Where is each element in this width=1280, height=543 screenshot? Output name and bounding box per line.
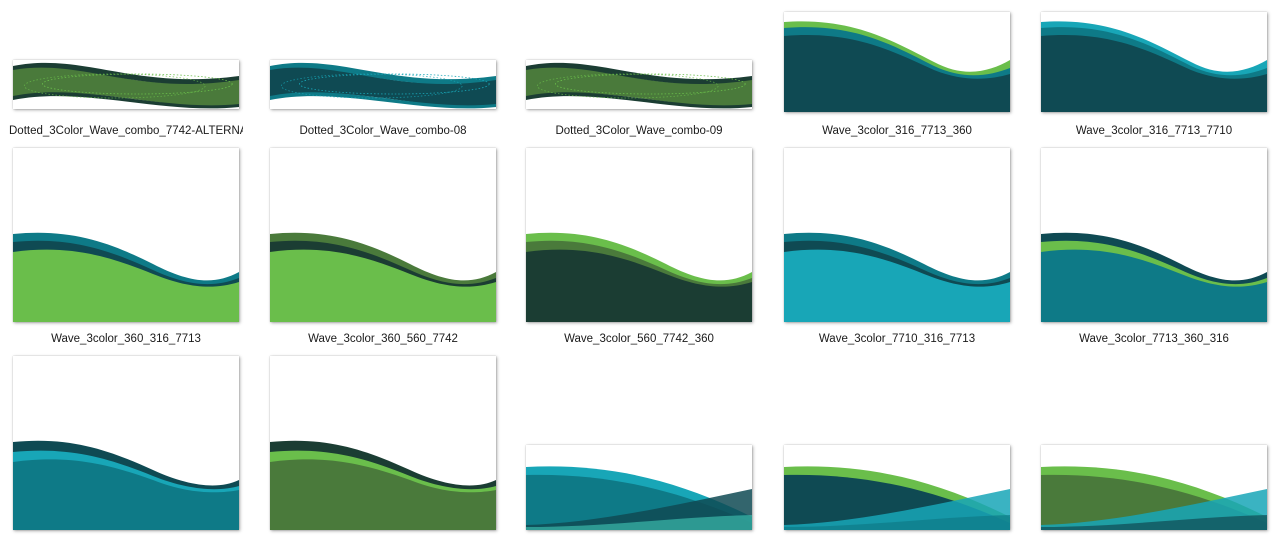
wave-graphic-preview bbox=[784, 466, 1010, 530]
file-thumbnail[interactable] bbox=[526, 445, 752, 530]
file-thumbnail[interactable] bbox=[784, 445, 1010, 530]
file-thumbnail[interactable] bbox=[13, 148, 239, 322]
file-thumbnail[interactable] bbox=[526, 148, 752, 322]
file-name-label[interactable]: Wave_3color_360_560_7742 bbox=[308, 333, 458, 345]
file-thumbnail[interactable] bbox=[526, 60, 752, 109]
wave-graphic-preview bbox=[784, 232, 1010, 322]
wave-graphic-preview bbox=[270, 440, 496, 530]
file-name-label[interactable]: Wave_3color_560_7742_360 bbox=[564, 333, 714, 345]
file-thumbnail[interactable] bbox=[1041, 12, 1267, 112]
file-name-label[interactable]: Wave_3color_316_7713_360 bbox=[822, 125, 972, 137]
file-thumbnail[interactable] bbox=[13, 60, 239, 109]
file-thumbnail[interactable] bbox=[270, 60, 496, 109]
file-name-label[interactable]: Wave_3color_316_7713_7710 bbox=[1075, 125, 1233, 137]
wave-graphic-preview bbox=[13, 440, 239, 530]
wave-graphic-preview bbox=[784, 21, 1010, 112]
wave-graphic-preview bbox=[1041, 21, 1267, 112]
wave-graphic-preview bbox=[270, 232, 496, 322]
file-thumbnail[interactable] bbox=[784, 12, 1010, 112]
wave-graphic-preview bbox=[13, 232, 239, 322]
wave-graphic-preview bbox=[526, 232, 752, 322]
file-thumbnail[interactable] bbox=[1041, 148, 1267, 322]
wave-graphic-preview bbox=[1041, 466, 1267, 530]
file-thumbnail[interactable] bbox=[270, 148, 496, 322]
file-name-label[interactable]: Dotted_3Color_Wave_combo-09 bbox=[555, 125, 723, 137]
wave-graphic-preview bbox=[270, 62, 496, 109]
file-name-label[interactable]: Wave_3color_7710_316_7713 bbox=[818, 333, 976, 345]
file-thumbnail[interactable] bbox=[1041, 445, 1267, 530]
file-name-label[interactable]: Wave_3color_360_316_7713 bbox=[51, 333, 201, 345]
wave-graphic-preview bbox=[526, 62, 752, 109]
file-name-label[interactable]: Dotted_3Color_Wave_combo_7742-ALTERNATE bbox=[9, 125, 243, 137]
wave-graphic-preview bbox=[526, 466, 752, 530]
wave-graphic-preview bbox=[13, 62, 239, 109]
file-thumbnail[interactable] bbox=[784, 148, 1010, 322]
file-thumbnail[interactable] bbox=[270, 356, 496, 530]
file-name-label[interactable]: Dotted_3Color_Wave_combo-08 bbox=[299, 125, 467, 137]
file-name-label[interactable]: Wave_3color_7713_360_316 bbox=[1079, 333, 1229, 345]
file-thumbnail[interactable] bbox=[13, 356, 239, 530]
wave-graphic-preview bbox=[1041, 232, 1267, 322]
